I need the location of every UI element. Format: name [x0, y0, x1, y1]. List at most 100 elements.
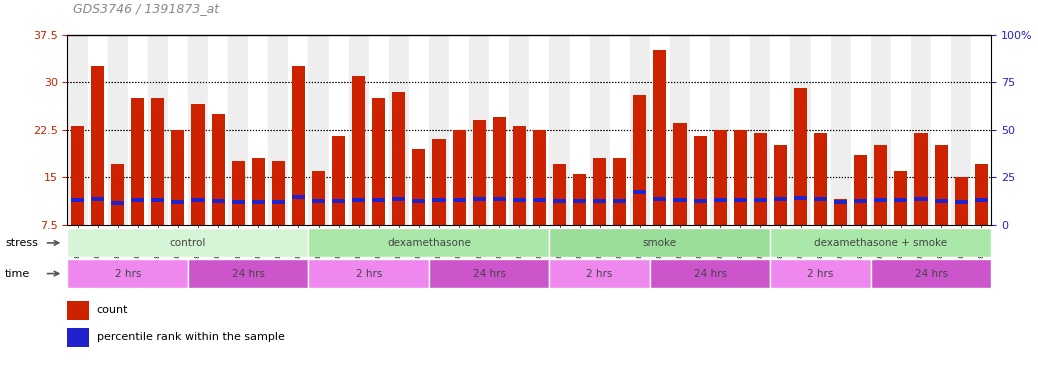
- Bar: [674, 198, 686, 202]
- Bar: [191, 104, 204, 225]
- Bar: [814, 133, 827, 225]
- Text: 24 hrs: 24 hrs: [693, 268, 727, 279]
- Bar: [854, 155, 868, 225]
- Bar: [67, 328, 89, 347]
- Bar: [389, 35, 409, 225]
- Bar: [433, 139, 445, 225]
- Bar: [653, 197, 666, 201]
- Bar: [633, 95, 647, 225]
- Bar: [693, 199, 707, 203]
- Bar: [449, 35, 469, 225]
- Bar: [453, 198, 466, 202]
- Bar: [975, 198, 988, 202]
- Bar: [835, 199, 847, 225]
- Bar: [693, 136, 707, 225]
- Bar: [111, 164, 125, 225]
- Bar: [914, 133, 928, 225]
- Bar: [332, 199, 345, 203]
- Bar: [171, 200, 185, 204]
- Bar: [67, 301, 89, 320]
- Bar: [453, 130, 466, 225]
- Bar: [955, 177, 967, 225]
- Bar: [734, 130, 746, 225]
- Bar: [228, 35, 248, 225]
- Bar: [171, 200, 185, 204]
- Bar: [972, 35, 991, 225]
- Text: dexamethasone: dexamethasone: [387, 238, 471, 248]
- Bar: [131, 198, 144, 202]
- Bar: [252, 158, 265, 225]
- Bar: [911, 35, 931, 225]
- Bar: [814, 133, 827, 225]
- Bar: [332, 199, 345, 203]
- Bar: [730, 35, 750, 225]
- Bar: [774, 197, 787, 201]
- Bar: [373, 198, 385, 202]
- Bar: [674, 198, 686, 202]
- Bar: [754, 198, 767, 202]
- Bar: [835, 200, 847, 204]
- Bar: [252, 158, 265, 225]
- Bar: [754, 133, 767, 225]
- Bar: [128, 35, 147, 225]
- Bar: [693, 136, 707, 225]
- Bar: [308, 35, 329, 225]
- Bar: [332, 136, 345, 225]
- Bar: [472, 120, 486, 225]
- Bar: [308, 259, 429, 288]
- Bar: [633, 190, 647, 194]
- Bar: [593, 199, 606, 203]
- Bar: [513, 198, 526, 202]
- Bar: [895, 198, 907, 202]
- Bar: [108, 35, 128, 225]
- Bar: [352, 198, 365, 202]
- Bar: [513, 126, 526, 225]
- Bar: [553, 199, 566, 203]
- Text: count: count: [97, 305, 128, 316]
- Bar: [312, 199, 325, 203]
- Bar: [874, 198, 887, 202]
- Bar: [774, 146, 787, 225]
- Bar: [590, 35, 609, 225]
- Bar: [111, 201, 125, 205]
- Bar: [292, 66, 305, 225]
- Bar: [895, 198, 907, 202]
- Bar: [553, 199, 566, 203]
- Bar: [71, 198, 84, 202]
- Bar: [493, 197, 506, 201]
- Bar: [895, 171, 907, 225]
- Text: dexamethasone + smoke: dexamethasone + smoke: [814, 238, 948, 248]
- Text: GDS3746 / 1391873_at: GDS3746 / 1391873_at: [73, 2, 219, 15]
- Bar: [934, 146, 948, 225]
- Bar: [472, 197, 486, 201]
- Bar: [91, 66, 104, 225]
- Bar: [272, 200, 284, 204]
- Bar: [191, 198, 204, 202]
- Bar: [750, 35, 770, 225]
- Bar: [412, 149, 426, 225]
- Bar: [653, 50, 666, 225]
- Bar: [814, 197, 827, 201]
- Bar: [171, 130, 185, 225]
- Bar: [613, 199, 626, 203]
- Bar: [613, 158, 626, 225]
- Bar: [212, 199, 224, 203]
- Bar: [312, 199, 325, 203]
- Bar: [650, 259, 770, 288]
- Bar: [231, 200, 245, 204]
- Bar: [955, 200, 967, 204]
- Bar: [573, 199, 586, 203]
- Bar: [131, 98, 144, 225]
- Bar: [191, 104, 204, 225]
- Bar: [91, 197, 104, 201]
- Bar: [292, 195, 305, 199]
- Text: smoke: smoke: [643, 238, 677, 248]
- Bar: [453, 130, 466, 225]
- Bar: [71, 126, 84, 225]
- Text: percentile rank within the sample: percentile rank within the sample: [97, 332, 284, 343]
- Bar: [529, 35, 549, 225]
- Bar: [272, 200, 284, 204]
- Bar: [734, 198, 746, 202]
- Bar: [714, 198, 727, 202]
- Bar: [934, 146, 948, 225]
